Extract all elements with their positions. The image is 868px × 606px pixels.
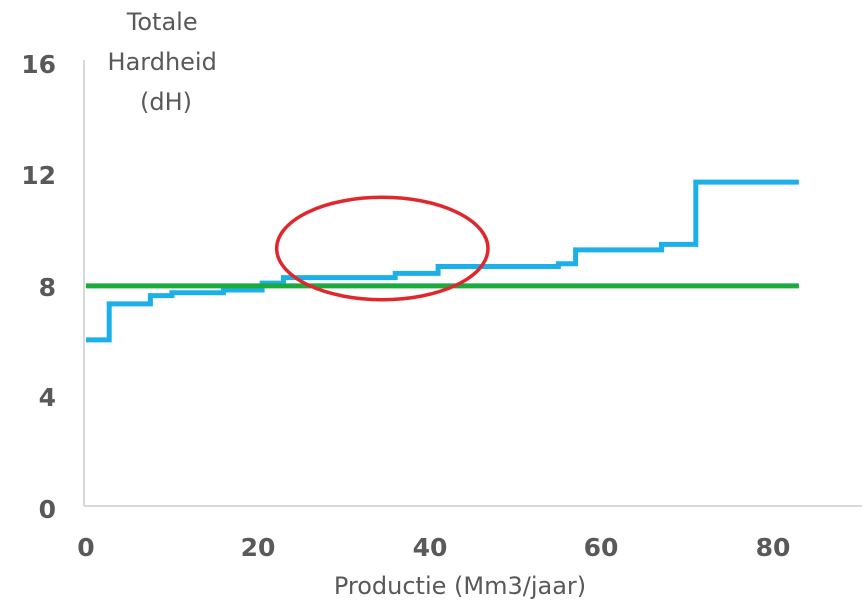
x-tick-label-60: 60	[584, 533, 619, 562]
x-tick-label-40: 40	[413, 533, 448, 562]
y-axis-title: Totale Hardheid (dH)	[108, 8, 225, 116]
highlight-ellipse	[274, 195, 490, 302]
y-tick-label-8: 8	[39, 273, 56, 302]
y-tick-label-12: 12	[21, 161, 56, 190]
x-tick-label-20: 20	[241, 533, 276, 562]
x-tick-label-0: 0	[77, 533, 94, 562]
y-tick-label-16: 16	[21, 50, 56, 79]
y-axis-title-line-1: Totale	[126, 8, 198, 36]
x-tick-label-80: 80	[756, 533, 791, 562]
y-tick-label-4: 4	[39, 383, 56, 412]
y-axis-title-line-2: Hardheid	[108, 48, 217, 76]
x-axis-title: Productie (Mm3/jaar)	[334, 572, 586, 600]
series-line-blue-step	[86, 179, 799, 343]
y-axis-title-line-3: (dH)	[140, 88, 192, 116]
y-tick-label-0: 0	[39, 495, 56, 524]
